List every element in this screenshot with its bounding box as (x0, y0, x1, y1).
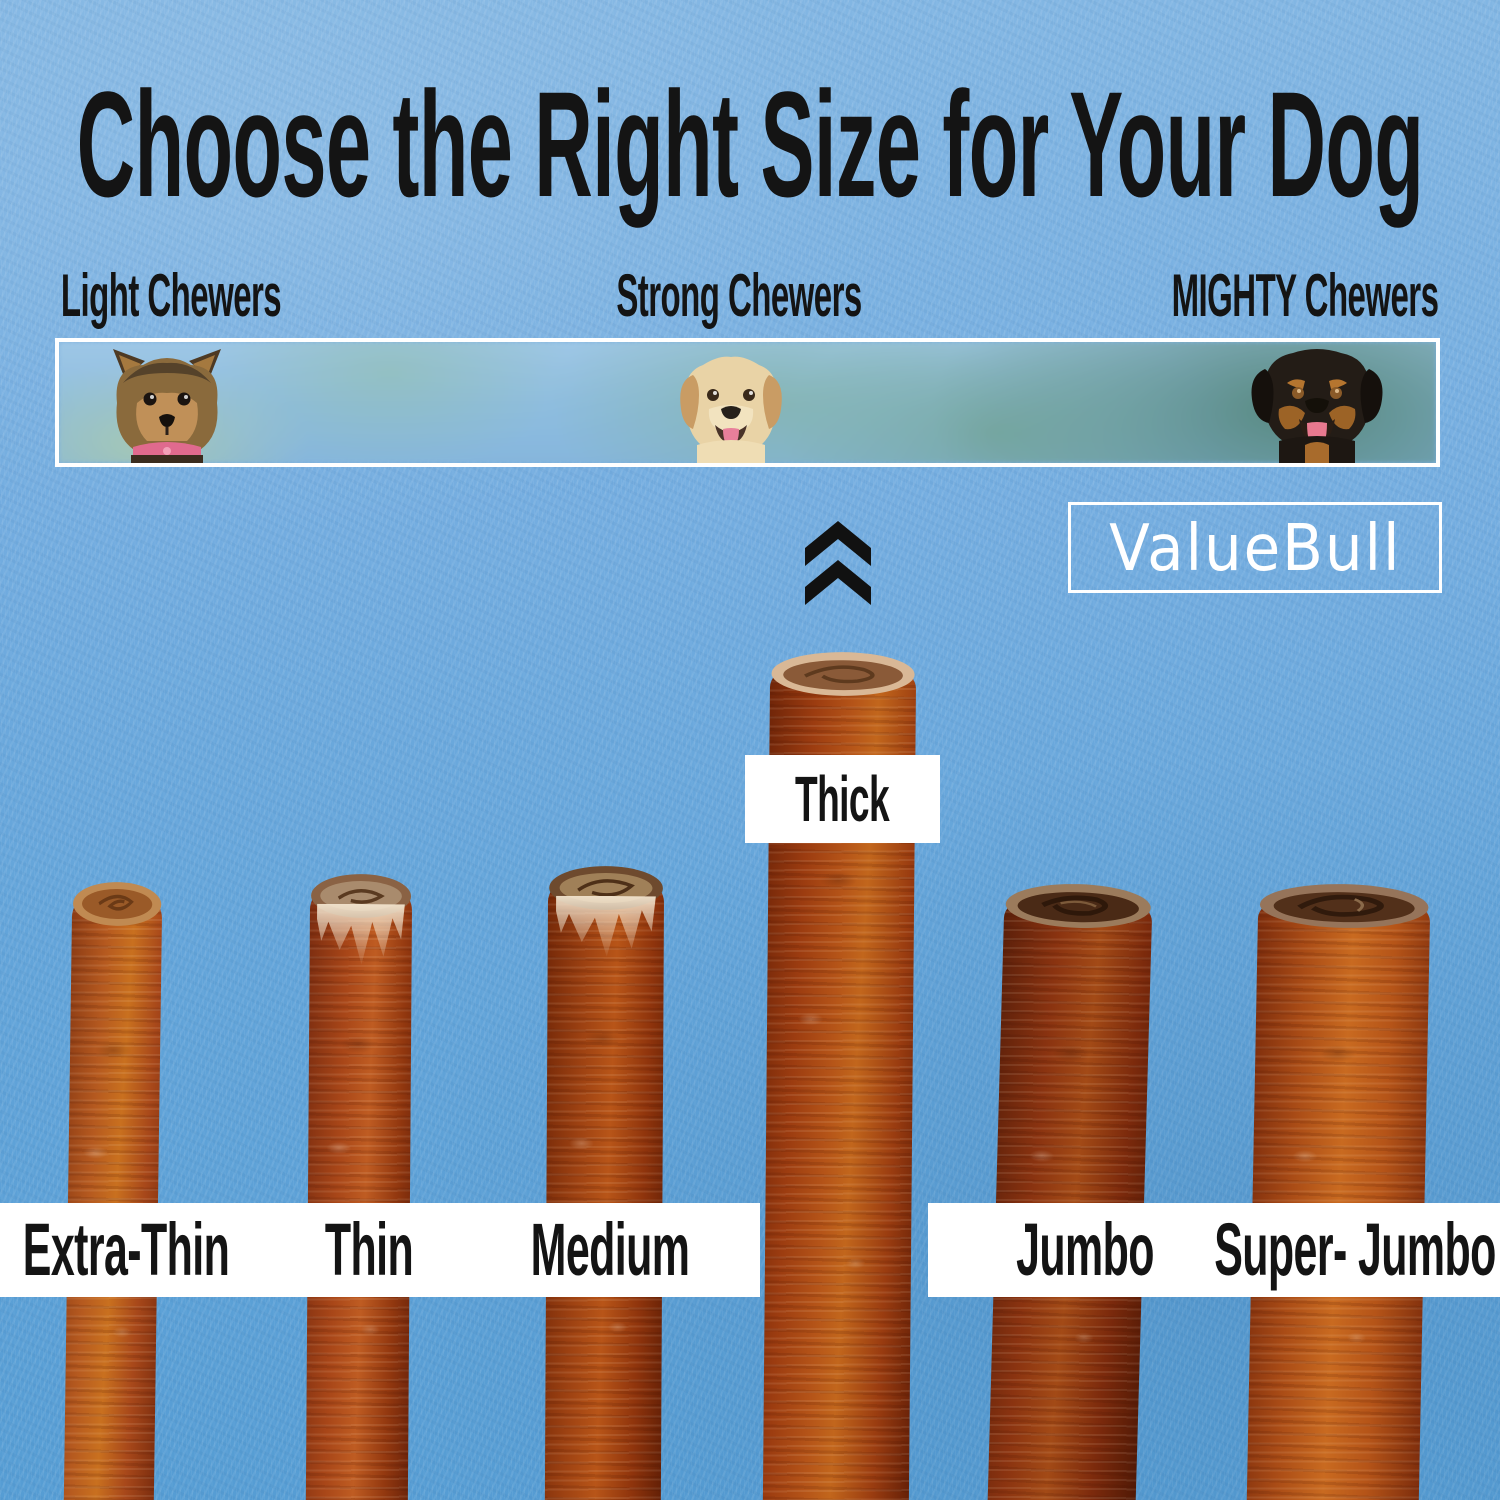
bully-stick-thick (762, 652, 917, 1500)
brand-logo-box: ValueBull (1068, 502, 1442, 593)
size-label-extra-thin: Extra-Thin (22, 1208, 230, 1291)
chewer-group-label-strong: Strong Chewers (616, 262, 862, 329)
bully-stick-extra-thin (63, 882, 163, 1500)
size-label-thick: Thick (794, 763, 890, 835)
size-label-thin: Thin (324, 1208, 414, 1291)
dog-size-banner (55, 338, 1440, 467)
size-label-jumbo: Jumbo (1016, 1208, 1154, 1291)
bully-stick-medium (544, 866, 665, 1500)
bully-stick-jumbo (986, 883, 1153, 1500)
size-label-strip-left (0, 1203, 760, 1297)
chewer-group-label-light: Light Chewers (60, 262, 282, 329)
brand-logo-text: ValueBull (1108, 509, 1402, 586)
rottweiler-image (1251, 349, 1383, 463)
bully-stick-thin (305, 874, 413, 1500)
size-label-medium: Medium (530, 1208, 690, 1291)
page-title: Choose the Right Size for Your Dog (76, 60, 1424, 228)
size-label-box-thick (745, 755, 940, 843)
double-chevron-up-icon (805, 521, 871, 605)
chewer-group-label-mighty: MIGHTY Chewers (1171, 262, 1439, 329)
bully-stick-super-jumbo (1246, 884, 1431, 1500)
size-label-strip-right (928, 1203, 1500, 1297)
yorkshire-terrier-image (113, 349, 221, 463)
labrador-retriever-image (680, 356, 782, 463)
size-label-super-jumbo: Super- Jumbo (1214, 1208, 1496, 1291)
